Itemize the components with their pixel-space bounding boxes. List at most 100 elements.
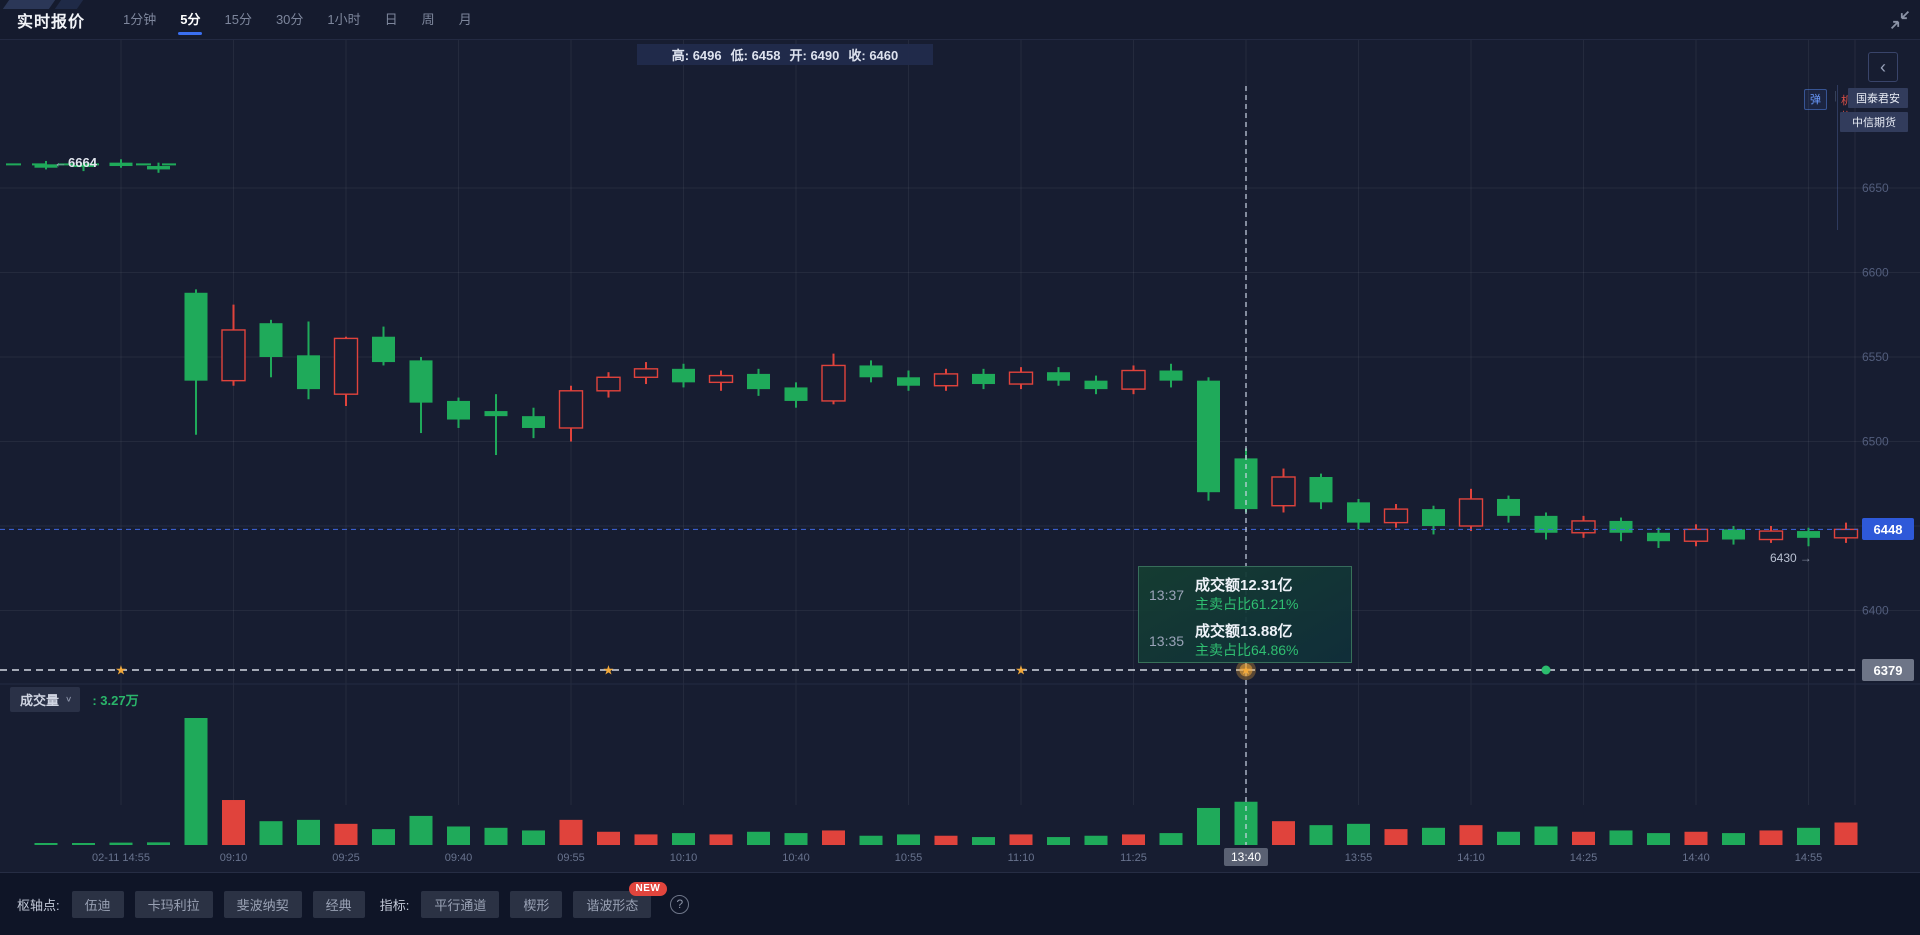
time-label: 10:10 <box>669 852 698 864</box>
tab-1分钟[interactable]: 1分钟 <box>123 11 157 27</box>
y-tick-label: 6550 <box>1862 350 1889 364</box>
volume-bar <box>1159 833 1183 845</box>
tab-1小时[interactable]: 1小时 <box>327 11 361 27</box>
tooltip-time: 13:37 <box>1149 586 1185 603</box>
volume-bar <box>484 827 508 845</box>
pivot-buttons: 伍迪 卡玛利拉 斐波纳契 经典 <box>71 890 376 918</box>
volume-bar <box>597 831 620 845</box>
star-icon: ★ <box>1015 663 1027 678</box>
volume-bar <box>1384 829 1408 845</box>
pivot-button-卡玛利拉[interactable]: 卡玛利拉 <box>134 890 213 918</box>
time-label: 14:25 <box>1569 852 1598 864</box>
candle-body-up <box>633 368 659 378</box>
time-label: 09:40 <box>444 852 473 864</box>
volume-indicator-dropdown[interactable]: 成交量 ∨ <box>10 687 81 712</box>
crosshair-tooltip: 13:37 成交额12.31亿 主卖占比61.21% 13:35 成交额13.8… <box>1138 566 1352 663</box>
candle-body-down <box>1309 476 1333 503</box>
signal-dot <box>1541 665 1551 675</box>
candle-body-up <box>1008 371 1034 385</box>
candle-body-down <box>259 323 283 357</box>
top-bar: 实时报价 1分钟 5分 15分 30分 1小时 日 周 月 <box>0 0 1920 40</box>
tooltip-row: 13:35 成交额13.88亿 主卖占比64.86% <box>1149 622 1339 659</box>
volume-bar <box>1047 837 1070 845</box>
star-icon: ★ <box>1240 663 1252 678</box>
candle-body-down <box>1347 502 1370 523</box>
last-price-tag: 6448 <box>1862 518 1914 541</box>
volume-bar <box>184 718 208 845</box>
candle-body-up <box>558 390 584 429</box>
collapse-fullscreen-icon[interactable] <box>1888 8 1912 32</box>
volume-bar <box>1497 831 1520 845</box>
pivot-button-伍迪[interactable]: 伍迪 <box>71 890 124 918</box>
candle-body-down <box>109 162 133 167</box>
volume-bar <box>1647 833 1670 845</box>
indicator-button-平行通道[interactable]: 平行通道 <box>421 890 500 918</box>
candle-body-down <box>1197 380 1220 493</box>
candle-body-down <box>1047 372 1070 381</box>
indicator-button-谐波形态[interactable]: 谐波形态 NEW <box>573 881 668 918</box>
prev-settle-annotation: ←6664 <box>54 155 97 170</box>
volume-bar <box>1084 835 1108 845</box>
indicator-button-楔形[interactable]: 楔形 <box>510 890 563 918</box>
volume-bar <box>1122 834 1145 845</box>
y-tick-label: 6400 <box>1862 604 1889 618</box>
crosshair-time-label: 13:40 <box>1223 848 1269 866</box>
volume-bar <box>1759 830 1783 845</box>
ohlc-high: 高: 6496 <box>671 48 722 63</box>
volume-bar <box>1272 821 1295 845</box>
candle-body-down <box>747 373 770 390</box>
left-arrow-icon: ← <box>54 155 67 171</box>
ohlc-open: 开: 6490 <box>789 48 840 63</box>
star-glow <box>1239 663 1253 677</box>
tab-30分[interactable]: 30分 <box>275 11 304 27</box>
danmu-toggle-badge[interactable]: 弹 <box>1804 89 1827 110</box>
panel-collapse-button[interactable]: ‹ <box>1868 52 1898 82</box>
ohlc-info-bar: 高: 6496 低: 6458 开: 6490 收: 6460 <box>637 44 933 65</box>
volume-bar <box>1422 827 1445 845</box>
pivot-button-经典[interactable]: 经典 <box>312 890 365 918</box>
pivot-button-斐波纳契[interactable]: 斐波纳契 <box>223 890 302 918</box>
candle-body-up <box>1271 476 1296 507</box>
broker-badge-guotaijunan[interactable]: 国泰君安 <box>1848 88 1908 108</box>
candle-body-up <box>1683 528 1709 542</box>
candle-body-down <box>1797 531 1820 538</box>
volume-bar <box>1684 831 1708 845</box>
tab-日[interactable]: 日 <box>384 11 398 27</box>
prev-settle-price: 6664 <box>68 155 97 171</box>
candle-body-down <box>409 360 433 403</box>
tab-5分[interactable]: 5分 <box>168 0 212 40</box>
candle-body-up <box>933 373 959 387</box>
volume-bar <box>1309 825 1333 845</box>
time-label: 14:10 <box>1457 852 1485 864</box>
interval-tabs: 1分钟 5分 15分 30分 1小时 日 周 月 <box>111 0 484 40</box>
volume-bar <box>784 833 808 845</box>
broker-badge-zhongxinqihuo[interactable]: 中信期货 <box>1840 112 1908 132</box>
candle-body-down <box>1722 529 1745 540</box>
star-icon: ★ <box>115 663 127 678</box>
tab-15分[interactable]: 15分 <box>224 11 252 27</box>
help-button[interactable]: ? <box>670 894 690 914</box>
candle-body-up <box>821 364 846 402</box>
candle-body-down <box>1647 532 1670 542</box>
time-label: 09:10 <box>219 852 248 864</box>
time-label: 14:55 <box>1794 852 1823 864</box>
candle-body-down <box>1422 509 1445 526</box>
time-label: 14:40 <box>1682 852 1710 864</box>
tooltip-amount: 成交额13.88亿 <box>1195 623 1293 640</box>
candle-body-down <box>447 400 470 420</box>
candle-body-down <box>1497 498 1520 516</box>
candle-body-down <box>184 292 208 381</box>
candle-body-down <box>34 164 58 168</box>
volume-bar <box>334 823 358 845</box>
tab-月[interactable]: 月 <box>458 11 472 27</box>
chevron-left-icon: ‹ <box>1880 56 1886 77</box>
page-title: 实时报价 <box>17 13 86 31</box>
candlestick-chart[interactable]: ★★★★665066006550650064506400 <box>0 40 1920 845</box>
indicator-label: 指标: <box>379 897 410 913</box>
tab-周[interactable]: 周 <box>421 11 435 27</box>
badge-separator: | <box>1834 90 1837 102</box>
volume-bar <box>72 843 95 845</box>
candle-body-up <box>1758 530 1784 541</box>
support-price-tag: 6379 <box>1862 659 1914 681</box>
volume-bar <box>259 821 283 845</box>
